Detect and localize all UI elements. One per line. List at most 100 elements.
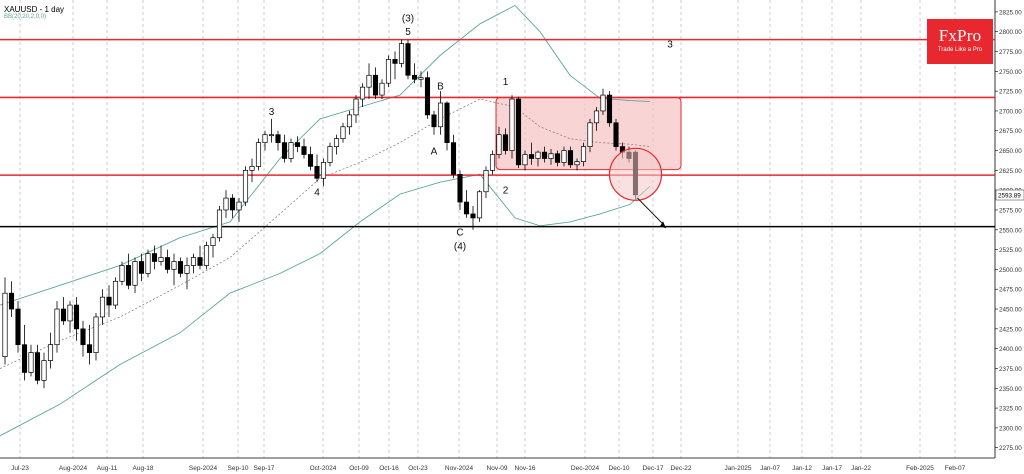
bollinger-middle xyxy=(0,98,651,369)
y-tick-label: 2725.00 xyxy=(999,89,1022,96)
candle-body xyxy=(314,166,320,179)
y-tick-label: 2825.00 xyxy=(999,9,1022,16)
y-tick-label: 2675.00 xyxy=(999,128,1022,135)
x-tick-label: Sep-2024 xyxy=(189,465,218,472)
candle-body xyxy=(483,170,489,193)
y-tick-label: 2775.00 xyxy=(999,49,1022,56)
y-tick-label: 2400.00 xyxy=(999,346,1022,353)
candle-body xyxy=(450,142,457,175)
wave-label: 5 xyxy=(405,27,411,38)
candle-body xyxy=(223,197,229,211)
y-tick-label: 2550.00 xyxy=(999,227,1022,234)
wave-label: 3 xyxy=(667,40,673,51)
candle-body xyxy=(340,126,346,140)
wave-label: 1 xyxy=(503,77,509,88)
candle-body xyxy=(275,134,281,143)
logo-tagline: Trade Like a Pro xyxy=(937,47,983,53)
y-tick-label: 2700.00 xyxy=(999,108,1022,115)
candle-body xyxy=(405,43,411,76)
candle-body xyxy=(67,304,73,322)
candle-body xyxy=(424,77,431,116)
candle-body xyxy=(281,142,288,159)
candle-body xyxy=(535,151,541,159)
candle-body xyxy=(138,261,145,274)
candle-body xyxy=(509,98,515,151)
x-tick-label: Aug-2024 xyxy=(59,465,88,472)
candle-body xyxy=(463,201,470,215)
x-tick-label: Aug-11 xyxy=(97,465,118,472)
x-tick-label: Jan-2025 xyxy=(724,465,751,472)
candle-body xyxy=(522,154,528,166)
x-tick-label: Oct-2024 xyxy=(310,465,337,472)
candle-body xyxy=(86,344,93,353)
x-tick-label: Jan-22 xyxy=(851,465,871,472)
candle-body xyxy=(288,142,294,159)
candle-body xyxy=(151,253,158,262)
candle-body xyxy=(21,344,28,373)
candle-body xyxy=(268,134,275,137)
candle-body xyxy=(437,102,444,128)
candle-body xyxy=(54,308,60,346)
candle-body xyxy=(249,166,255,171)
y-tick-label: 2475.00 xyxy=(999,287,1022,294)
candle-body xyxy=(372,74,379,96)
candle-body xyxy=(73,304,80,330)
y-tick-label: 2800.00 xyxy=(999,29,1022,36)
candle-body xyxy=(255,142,262,167)
y-tick-label: 2425.00 xyxy=(999,326,1022,333)
candle-body xyxy=(418,77,424,80)
x-tick-label: Oct-16 xyxy=(379,465,399,472)
candle-body xyxy=(47,344,54,361)
candle-body xyxy=(346,114,353,128)
candle-body xyxy=(301,146,307,155)
candle-body xyxy=(242,170,249,203)
candle-body xyxy=(320,162,327,179)
candle-body xyxy=(197,257,203,266)
last-price-label: 2593.89 xyxy=(998,193,1021,200)
candle-body xyxy=(119,265,125,282)
candle-body xyxy=(8,292,15,310)
candle-body xyxy=(606,94,613,124)
wave-label: C xyxy=(456,227,463,238)
candle-body xyxy=(470,213,476,219)
candle-body xyxy=(379,82,385,96)
y-tick-label: 2300.00 xyxy=(999,425,1022,432)
x-tick-label: Nov-09 xyxy=(487,465,508,472)
candle-body xyxy=(99,296,106,318)
candle-body xyxy=(392,59,398,64)
y-tick-label: 2500.00 xyxy=(999,267,1022,274)
candle-body xyxy=(28,352,34,373)
candle-body xyxy=(574,161,580,166)
wave-label: 3 xyxy=(269,107,275,118)
x-tick-label: Dec-17 xyxy=(643,465,664,472)
candle-body xyxy=(132,261,138,286)
y-tick-label: 2525.00 xyxy=(999,247,1022,254)
x-tick-label: Oct-09 xyxy=(349,465,369,472)
candle-body xyxy=(444,102,450,143)
candle-body xyxy=(229,197,236,211)
breakdown-circle xyxy=(608,147,663,201)
x-tick-label: Dec-2024 xyxy=(571,465,600,472)
candle-body xyxy=(353,98,359,116)
y-tick-label: 2275.00 xyxy=(999,445,1022,452)
candle-body xyxy=(106,296,112,306)
candle-body xyxy=(385,59,392,84)
candle-body xyxy=(554,153,561,163)
candle-body xyxy=(294,142,301,147)
candle-body xyxy=(411,74,418,80)
candle-body xyxy=(431,114,437,128)
candle-body xyxy=(593,110,600,124)
x-tick-label: Jan-12 xyxy=(792,465,812,472)
candle-body xyxy=(528,154,535,159)
candle-body xyxy=(398,43,405,64)
bollinger-upper xyxy=(0,4,651,306)
candle-body xyxy=(177,261,184,274)
projection-arrow-line xyxy=(637,197,665,226)
candle-body xyxy=(476,191,483,219)
candle-body xyxy=(359,86,366,100)
candle-body xyxy=(333,138,340,147)
fxpro-logo: FxPro Trade Like a Pro xyxy=(927,19,993,64)
indicator-label: BB(20,20,2,0,0) xyxy=(4,14,47,20)
candle-body xyxy=(262,134,268,143)
